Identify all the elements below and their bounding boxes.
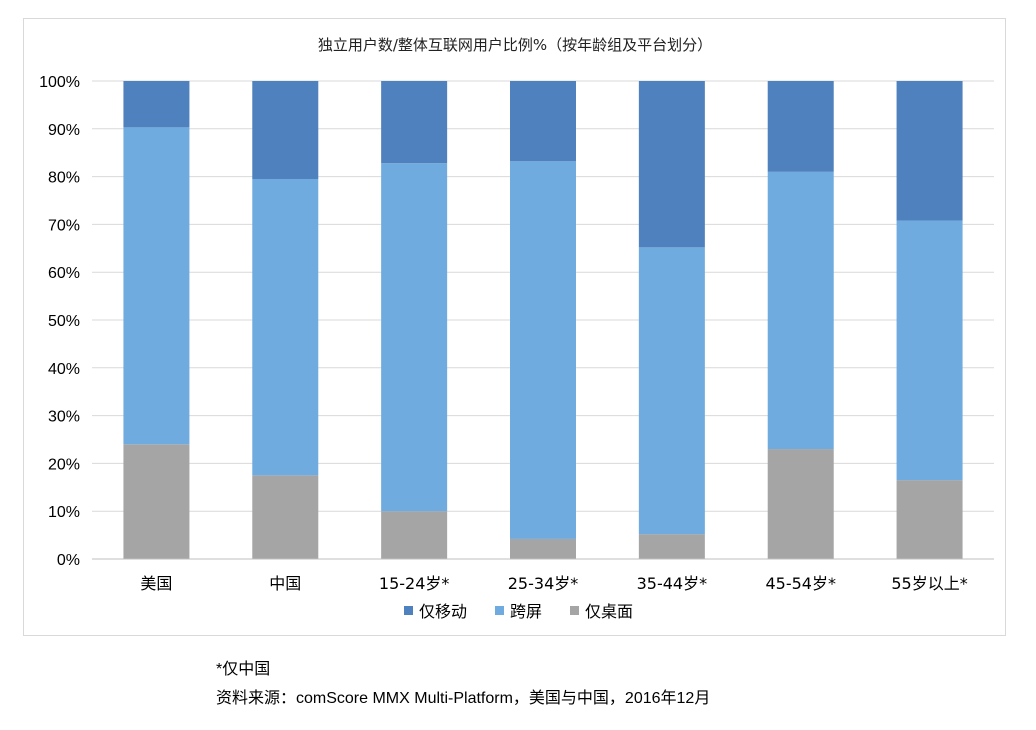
legend-swatch — [495, 606, 504, 615]
x-tick-label: 15-24岁* — [379, 574, 450, 593]
bar-segment — [510, 538, 576, 559]
bar-segment — [767, 171, 834, 450]
legend-label: 仅移动 — [419, 602, 467, 621]
bar-segment — [381, 163, 448, 512]
bar-segment — [123, 81, 190, 128]
legend-swatch — [570, 606, 579, 615]
bar-segment — [381, 81, 448, 164]
bar-segment — [510, 161, 576, 539]
bar-segment — [896, 81, 963, 221]
stacked-bar-chart: 独立用户数/整体互联网用户比例%（按年龄组及平台划分） 0% 10% 20% 30% 4… — [39, 36, 994, 621]
bar-segment — [767, 81, 834, 172]
y-tick-label: 40% — [48, 361, 80, 378]
bar-segment — [381, 511, 448, 559]
axes: 0% 10% 20% 30% 40% 50% 60% 70% 80% 90% 100% 美国 中国 15-… — [39, 74, 994, 593]
x-tick-label: 25-34岁* — [508, 574, 579, 593]
source-note: 资料来源：comScore MMX Multi-Platform，美国与中国，2… — [216, 690, 711, 707]
y-tick-label: 60% — [48, 265, 80, 282]
bar-segment — [896, 220, 963, 481]
bar-segment — [767, 449, 834, 559]
legend-label: 仅桌面 — [585, 602, 633, 621]
bar-segment — [638, 81, 705, 248]
y-tick-label: 20% — [48, 456, 80, 473]
x-tick-label: 中国 — [269, 574, 301, 593]
x-tick-label: 35-44岁* — [637, 574, 708, 593]
bar-segment — [638, 534, 705, 559]
chart-container: 独立用户数/整体互联网用户比例%（按年龄组及平台划分） 0% 10% 20% 30% 4… — [23, 18, 1006, 636]
bar-segment — [252, 178, 319, 476]
bar-segment — [123, 127, 190, 445]
bar-segment — [638, 247, 705, 535]
bar-segment — [123, 444, 190, 559]
bar-segment — [510, 81, 576, 162]
y-tick-label: 80% — [48, 170, 80, 187]
legend: 仅移动 跨屏 仅桌面 — [404, 602, 633, 621]
y-tick-label: 70% — [48, 217, 80, 234]
y-tick-label: 50% — [48, 313, 80, 330]
y-tick-label: 30% — [48, 409, 80, 426]
y-tick-label: 10% — [48, 504, 80, 521]
bar-segment — [896, 480, 963, 559]
y-tick-label: 0% — [57, 552, 80, 569]
y-tick-label: 90% — [48, 122, 80, 139]
footnote: *仅中国 — [216, 661, 271, 678]
bars — [123, 81, 963, 559]
legend-label: 跨屏 — [510, 602, 542, 621]
x-tick-label: 美国 — [140, 574, 172, 593]
legend-swatch — [404, 606, 413, 615]
x-tick-label: 55岁以上* — [891, 574, 967, 593]
y-tick-label: 100% — [39, 74, 80, 91]
x-tick-label: 45-54岁* — [765, 574, 836, 593]
chart-title: 独立用户数/整体互联网用户比例%（按年龄组及平台划分） — [318, 36, 712, 54]
bar-segment — [252, 81, 319, 179]
bar-segment — [252, 475, 319, 559]
